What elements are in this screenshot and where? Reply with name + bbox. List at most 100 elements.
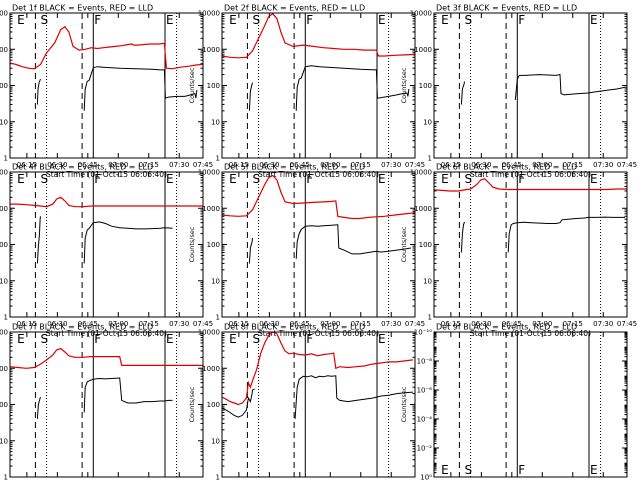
series-group: [434, 178, 627, 253]
y-tick-label: 10000: [198, 329, 220, 337]
y-axis-label: Counts/sec: [188, 226, 196, 262]
series-group: [460, 73, 626, 105]
time-marker-letter: F: [306, 332, 313, 346]
x-tick-label: 07:15: [139, 320, 159, 328]
y-tick-label: 10: [0, 118, 8, 126]
plot-frame: [221, 12, 416, 159]
series-group: [10, 347, 203, 419]
y-axis-label: Counts/sec: [188, 386, 196, 422]
time-marker-letter: E: [17, 172, 25, 186]
events-series-line: [460, 221, 465, 253]
series-group: [10, 25, 203, 111]
plot-frame: [221, 171, 416, 318]
events-series-line: [514, 73, 626, 100]
events-series-line: [83, 377, 173, 413]
x-tick-label: 06:45: [502, 161, 522, 169]
y-tick-label: 1: [4, 474, 8, 480]
x-tick-label: 07:30: [593, 320, 613, 328]
plot-frame: [433, 171, 628, 318]
x-tick-label: 06:45: [78, 161, 98, 169]
time-marker-letter: E: [166, 13, 174, 27]
x-tick-label: 07:15: [563, 161, 583, 169]
time-marker-letter: E: [229, 172, 237, 186]
x-tick-label: 07:30: [169, 320, 189, 328]
time-marker-letter: E: [229, 13, 237, 27]
y-tick-label: 100: [207, 401, 220, 409]
panel-det-3: Det 3f BLACK = Events, RED = LLD Counts/s…: [400, 4, 637, 180]
time-marker-letter: E: [378, 332, 386, 346]
lld-series-line: [10, 347, 203, 369]
x-tick-label: 07:00: [532, 320, 552, 328]
events-series-line: [460, 81, 465, 105]
x-tick-label: 07:15: [563, 320, 583, 328]
x-tick-label: 07:00: [108, 320, 128, 328]
time-marker-letter: F: [94, 172, 101, 186]
y-tick-label: 100: [207, 82, 220, 90]
x-tick-label: 07:00: [532, 161, 552, 169]
events-series-line: [248, 82, 253, 111]
y-tick-label: 1000: [0, 365, 8, 373]
x-tick-label: 07:00: [320, 320, 340, 328]
x-tick-label: 07:15: [139, 161, 159, 169]
x-axis-label: Start Time (01-Oct-15 06:06:40): [470, 170, 591, 179]
time-marker-letter: F: [306, 13, 313, 27]
panel-title: Det 6f BLACK = Events, RED = LLD: [436, 163, 577, 172]
x-tick-label: 07:00: [320, 161, 340, 169]
panel-title: Det 7f BLACK = Events, RED = LLD: [12, 323, 153, 332]
y-tick-label: 100: [0, 241, 8, 249]
events-series-line: [248, 238, 253, 264]
time-marker-letter: F: [518, 13, 525, 27]
x-tick-label: 06:30: [47, 320, 67, 328]
x-axis-label: Start Time (01-Oct-15 06:06:40): [258, 170, 379, 179]
y-tick-label: 10: [211, 277, 220, 285]
lld-series-line: [10, 25, 203, 70]
x-tick-label: 06:15: [229, 161, 249, 169]
x-tick-label: 07:15: [351, 320, 371, 328]
events-series-line: [36, 78, 41, 105]
panel-det-9: Det 9f BLACK = Events, RED = LLD Counts/s…: [400, 323, 628, 480]
time-marker-letter: E: [441, 463, 449, 477]
panel-det-5: Det 5f BLACK = Events, RED = LLD Counts/s…: [188, 163, 425, 339]
y-tick-label: 10⁻⁶: [417, 387, 433, 395]
y-axis-label: Counts/sec: [400, 386, 408, 422]
events-series-line: [222, 388, 255, 418]
time-marker-letter: E: [378, 13, 386, 27]
x-tick-label: 06:30: [259, 161, 279, 169]
x-tick-label: 07:00: [108, 161, 128, 169]
lld-series-line: [10, 196, 203, 208]
panel-title: Det 9f BLACK = Events, RED = LLD: [436, 323, 577, 332]
y-tick-label: 10: [423, 118, 432, 126]
events-series-line: [507, 216, 625, 253]
y-tick-label: 1000: [0, 46, 8, 54]
y-tick-label: 1000: [202, 365, 220, 373]
events-series-line: [83, 66, 198, 111]
series-group: [222, 332, 414, 419]
y-tick-label: 10000: [198, 10, 220, 18]
lld-series-line: [222, 174, 415, 220]
events-series-line: [295, 224, 411, 259]
y-tick-label: 10: [0, 277, 8, 285]
time-marker-letter: F: [518, 172, 525, 186]
y-tick-label: 1: [216, 155, 220, 163]
x-tick-label: 06:15: [17, 320, 37, 328]
time-marker-letter: E: [166, 332, 174, 346]
panel-title: Det 4f BLACK = Events, RED = LLD: [12, 163, 153, 172]
x-tick-label: 06:45: [502, 320, 522, 328]
panel-title: Det 1f BLACK = Events, RED = LLD: [12, 4, 153, 13]
events-series-line: [36, 216, 41, 264]
time-marker-letter: S: [464, 172, 472, 186]
y-tick-label: 10000: [198, 169, 220, 177]
events-series-line: [83, 221, 173, 264]
y-tick-label: 1: [4, 314, 8, 322]
panel-det-8: Det 8f BLACK = Events, RED = LLD Counts/s…: [188, 323, 416, 480]
time-marker-letter: F: [306, 172, 313, 186]
lld-series-line: [434, 178, 627, 192]
plot-frame: [433, 12, 628, 159]
y-tick-label: 10⁻⁴: [417, 416, 433, 424]
x-axis-label: Start Time (01-Oct-15 06:06:40): [46, 329, 167, 338]
y-tick-label: 100: [419, 241, 432, 249]
x-tick-label: 06:45: [290, 161, 310, 169]
panel-title: Det 8f BLACK = Events, RED = LLD: [224, 323, 365, 332]
y-tick-label: 10⁻¹⁰: [414, 329, 432, 337]
y-tick-label: 10: [211, 437, 220, 445]
